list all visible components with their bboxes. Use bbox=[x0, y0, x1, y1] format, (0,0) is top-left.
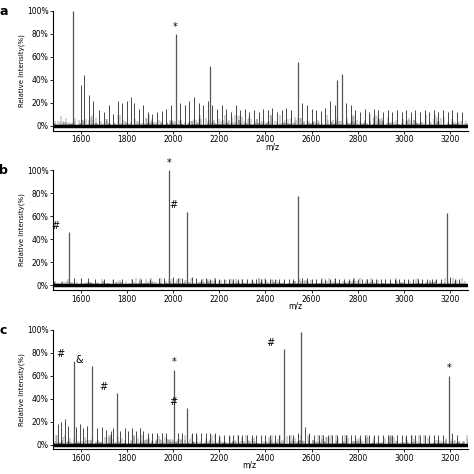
Text: b: b bbox=[0, 164, 8, 177]
Text: &: & bbox=[75, 355, 83, 365]
Text: c: c bbox=[0, 324, 7, 337]
Text: *: * bbox=[166, 158, 171, 168]
Text: m/z: m/z bbox=[242, 461, 256, 470]
Text: #: # bbox=[170, 201, 178, 210]
Text: *: * bbox=[173, 22, 178, 32]
Y-axis label: Relative Intensity(%): Relative Intensity(%) bbox=[19, 34, 26, 107]
Text: #: # bbox=[170, 397, 178, 407]
Text: #: # bbox=[56, 349, 64, 359]
Text: #: # bbox=[52, 221, 60, 231]
Y-axis label: Relative Intensity(%): Relative Intensity(%) bbox=[19, 353, 26, 426]
Text: m/z: m/z bbox=[265, 142, 280, 151]
Text: *: * bbox=[172, 357, 177, 367]
Y-axis label: Relative Intensity(%): Relative Intensity(%) bbox=[19, 193, 26, 266]
Text: #: # bbox=[100, 382, 108, 392]
Text: *: * bbox=[447, 363, 451, 373]
Text: #: # bbox=[266, 338, 275, 348]
Text: a: a bbox=[0, 5, 8, 18]
Text: m/z: m/z bbox=[289, 301, 303, 310]
